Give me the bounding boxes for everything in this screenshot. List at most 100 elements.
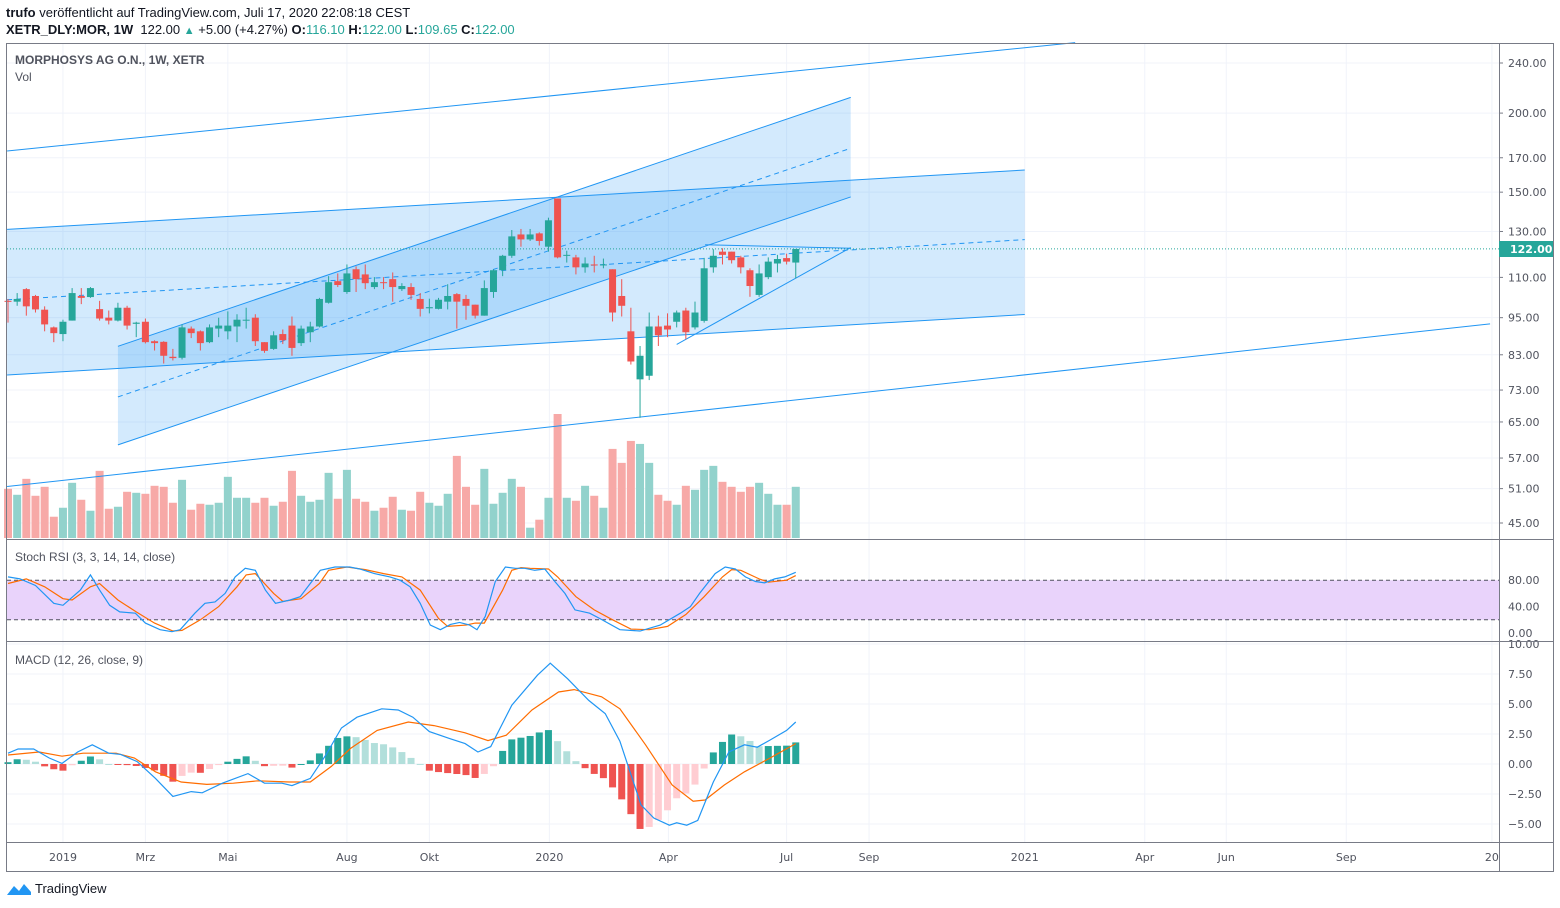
main-legend[interactable]: MORPHOSYS AG O.N., 1W, XETR	[15, 53, 205, 67]
macd-histogram-bar	[554, 741, 562, 764]
time-axis-label: Aug	[336, 851, 357, 864]
candle-up	[673, 312, 681, 322]
macd-histogram-bar	[783, 745, 791, 764]
volume-bar	[4, 488, 12, 538]
close-label: C:	[461, 22, 475, 37]
candle-down	[590, 264, 598, 266]
macd-histogram-bar	[352, 737, 360, 764]
brand-name: TradingView	[35, 880, 107, 896]
author-name[interactable]: trufo	[6, 5, 36, 20]
volume-bar	[397, 509, 406, 538]
volume-bar	[13, 494, 22, 538]
macd-histogram-bar	[187, 764, 195, 773]
volume-bar	[306, 501, 315, 538]
volume-bar	[68, 482, 77, 538]
macd-histogram-bar	[206, 764, 214, 770]
macd-histogram-bar	[13, 759, 21, 764]
rising-parallel-channel-fill	[117, 97, 851, 445]
macd-histogram-bar	[31, 761, 39, 764]
candle-up	[645, 326, 653, 376]
macd-histogram-bar	[260, 764, 268, 767]
drawings[interactable]	[7, 42, 1499, 487]
macd-histogram-bar	[398, 752, 406, 764]
candle-down	[462, 298, 470, 306]
high-value: 122.00	[362, 22, 402, 37]
volume-bar	[370, 510, 379, 538]
volume-bar	[324, 472, 333, 538]
macd-histogram-bar	[526, 735, 534, 764]
volume-bar	[709, 465, 718, 538]
candle-up	[114, 307, 122, 321]
macd-histogram-bar	[435, 764, 443, 773]
volume-bar	[535, 519, 544, 538]
macd-histogram-bar	[764, 746, 772, 764]
volume-bar	[681, 485, 690, 538]
volume-bar	[645, 462, 654, 538]
macd-histogram-bar	[636, 764, 644, 829]
candle-down	[141, 321, 149, 343]
volume-bar	[178, 479, 187, 538]
candle-up	[132, 322, 140, 324]
macd-axis-label: −5.00	[1508, 818, 1542, 831]
candle-down	[609, 269, 617, 313]
macd-histogram-bar	[178, 764, 186, 776]
candle-down	[554, 198, 562, 258]
volume-bar	[260, 497, 269, 538]
tradingview-logo[interactable]: TradingView	[6, 880, 107, 896]
stoch-axis-label: 40.00	[1508, 601, 1540, 614]
stoch-band-fill	[7, 580, 1499, 620]
last-price: 122.00	[140, 22, 181, 37]
volume-bar	[196, 503, 205, 538]
candle-down	[50, 327, 58, 334]
symbol-info: XETR_DLY:MOR, 1W 122.00 ▲ +5.00 (+4.27%)…	[6, 22, 515, 37]
stoch-k-line	[7, 566, 796, 633]
candles	[4, 198, 800, 418]
volume-bar	[736, 491, 745, 538]
candle-up	[68, 293, 76, 321]
volume-bar	[49, 516, 58, 538]
volume-bar	[489, 503, 498, 538]
volume-bar	[205, 504, 214, 538]
volume-legend[interactable]: Vol	[15, 70, 32, 84]
volume-bar	[443, 493, 452, 538]
candle-down	[22, 289, 30, 307]
time-axis-label: Apr	[659, 851, 679, 864]
stoch-legend[interactable]: Stoch RSI (3, 3, 14, 14, close)	[15, 550, 175, 564]
candle-up	[325, 282, 333, 303]
macd-histogram-bar	[50, 764, 58, 770]
volume-bar	[251, 502, 260, 538]
volume-bar	[452, 455, 461, 538]
macd-histogram-bar	[499, 750, 507, 764]
macd-histogram-bar	[279, 764, 287, 766]
volume-bar	[672, 504, 681, 538]
macd-histogram-bar	[581, 764, 589, 769]
candle-up	[444, 295, 452, 302]
wide-parallel-channel-fill	[7, 169, 1025, 376]
price-axis-label: 240.00	[1508, 57, 1547, 70]
macd-histogram-bar	[563, 751, 571, 764]
macd-histogram-bar	[77, 760, 85, 764]
volume-bar	[187, 509, 196, 538]
macd-histogram-bar	[691, 764, 699, 785]
volume-bar	[132, 492, 141, 538]
tradingview-cloud-icon	[7, 884, 31, 895]
time-axis-label: 2019	[49, 851, 77, 864]
long-upper-trendline	[7, 42, 1076, 152]
candle-down	[572, 257, 580, 268]
macd-legend[interactable]: MACD (12, 26, close, 9)	[15, 653, 143, 667]
candle-up	[425, 307, 433, 309]
candle-up	[499, 255, 507, 271]
time-axis-label: Jun	[1217, 851, 1235, 864]
volume-bar	[764, 493, 773, 538]
wide-parallel-channel-lower	[7, 314, 1025, 376]
volume-bar	[141, 493, 150, 538]
volume-bar	[416, 491, 425, 538]
candle-down	[407, 287, 415, 295]
candle-up	[563, 254, 571, 256]
volume-bar	[581, 485, 590, 538]
volume-bar	[278, 501, 287, 538]
volume-bar	[553, 414, 562, 538]
candle-down	[728, 251, 736, 261]
volume-bar	[150, 485, 159, 538]
